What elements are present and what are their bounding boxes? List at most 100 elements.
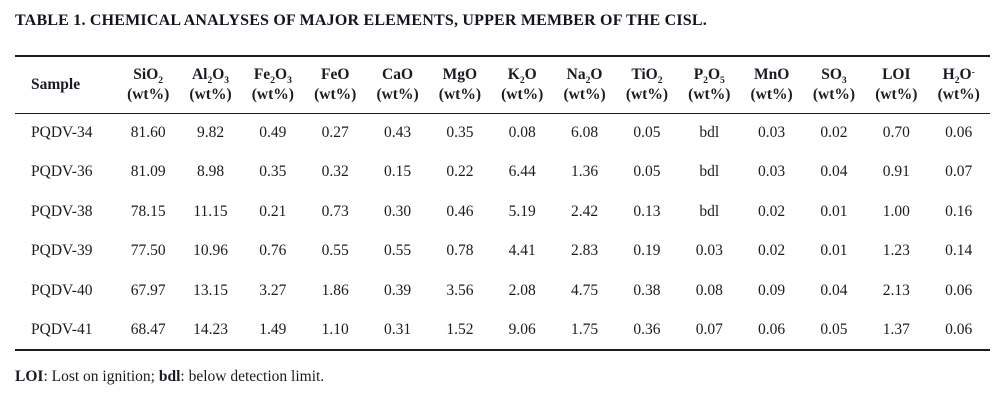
value-cell: 4.75 bbox=[571, 281, 599, 299]
table-row: PQDV-40 67.97 13.15 3.27 1.86 0.39 3.56 2.08 4.7… bbox=[15, 271, 990, 311]
table-row: PQDV-41 68.47 14.23 1.49 1.10 0.31 1.52 9.06 1.7… bbox=[15, 311, 990, 351]
value-cell: bdl bbox=[699, 202, 720, 220]
value-cell: 2.13 bbox=[882, 281, 910, 299]
value-cell: 9.82 bbox=[196, 124, 225, 141]
column-unit: (wt%) bbox=[438, 85, 481, 103]
value-cell: 2.42 bbox=[571, 202, 599, 220]
value-cell: bdl bbox=[699, 124, 720, 141]
value-cell: 1.37 bbox=[882, 320, 910, 338]
column-unit: (wt%) bbox=[875, 85, 918, 103]
column-formula: MnO bbox=[753, 66, 790, 84]
column-unit: (wt%) bbox=[937, 85, 980, 103]
table-row: PQDV-34 81.60 9.82 0.49 0.27 0.43 0.35 0.08 6.08… bbox=[15, 113, 990, 153]
value-cell: 0.05 bbox=[633, 124, 661, 141]
value-cell: bdl bbox=[699, 163, 720, 181]
value-cell: 0.21 bbox=[259, 202, 287, 220]
value-cell: 0.05 bbox=[633, 163, 661, 181]
value-cell: 0.06 bbox=[945, 281, 973, 299]
value-cell: 0.36 bbox=[633, 320, 661, 338]
value-cell: 0.03 bbox=[758, 163, 786, 181]
value-cell: 8.98 bbox=[196, 163, 225, 181]
footnote-bdl-definition: : below detection limit. bbox=[180, 368, 325, 385]
column-header-loi: LOI (wt%) bbox=[865, 56, 927, 113]
column-header-h2o: H2O- (wt%) bbox=[927, 56, 990, 113]
table-row: PQDV-38 78.15 11.15 0.21 0.73 0.30 0.46 5.19 2.4… bbox=[15, 192, 990, 232]
value-cell: 0.73 bbox=[321, 202, 349, 220]
column-header-mno: MnO (wt%) bbox=[740, 56, 802, 113]
footnote-loi-term: LOI bbox=[15, 368, 44, 385]
value-cell: 0.70 bbox=[882, 124, 910, 141]
table-row: PQDV-39 77.50 10.96 0.76 0.55 0.55 0.78 4.41 2.8… bbox=[15, 232, 990, 272]
column-header-fe2o3: Fe2O3 (wt%) bbox=[242, 56, 304, 113]
column-unit: (wt%) bbox=[127, 85, 170, 103]
column-header-sample: Sample bbox=[31, 76, 81, 94]
sample-cell: PQDV-38 bbox=[31, 202, 93, 220]
value-cell: 1.00 bbox=[882, 202, 910, 220]
value-cell: 0.08 bbox=[508, 124, 536, 141]
column-unit: (wt%) bbox=[688, 85, 731, 103]
column-unit: (wt%) bbox=[750, 85, 793, 103]
table-row: PQDV-36 81.09 8.98 0.35 0.32 0.15 0.22 6.44 1.36… bbox=[15, 153, 990, 193]
value-cell: 0.91 bbox=[882, 163, 910, 181]
value-cell: 0.19 bbox=[633, 242, 661, 260]
value-cell: 2.83 bbox=[571, 242, 599, 260]
value-cell: 0.09 bbox=[758, 281, 786, 299]
value-cell: 6.08 bbox=[571, 124, 599, 141]
table-footnote: LOI: Lost on ignition; bdl: below detect… bbox=[15, 368, 1005, 386]
value-cell: 81.09 bbox=[130, 163, 166, 181]
column-header-feo: FeO (wt%) bbox=[304, 56, 366, 113]
value-cell: 0.43 bbox=[383, 124, 412, 141]
value-cell: 0.49 bbox=[259, 124, 287, 141]
column-formula: Al2O3 bbox=[191, 66, 230, 86]
value-cell: 0.15 bbox=[383, 163, 412, 181]
value-cell: 0.55 bbox=[321, 242, 349, 260]
value-cell: 5.19 bbox=[508, 202, 536, 220]
value-cell: 3.56 bbox=[446, 281, 474, 299]
sample-cell: PQDV-34 bbox=[31, 124, 93, 141]
value-cell: 1.75 bbox=[571, 320, 599, 338]
value-cell: 0.35 bbox=[259, 163, 287, 181]
value-cell: 1.86 bbox=[321, 281, 349, 299]
column-header-tio2: TiO2 (wt%) bbox=[616, 56, 678, 113]
value-cell: 0.04 bbox=[820, 163, 848, 181]
value-cell: 0.22 bbox=[446, 163, 474, 181]
value-cell: 6.44 bbox=[508, 163, 536, 181]
value-cell: 68.47 bbox=[130, 320, 166, 338]
value-cell: 0.30 bbox=[383, 202, 412, 220]
value-cell: 0.01 bbox=[820, 202, 848, 220]
column-header-al2o3: Al2O3 (wt%) bbox=[179, 56, 241, 113]
value-cell: 0.27 bbox=[321, 124, 349, 141]
column-unit: (wt%) bbox=[812, 85, 856, 103]
value-cell: 0.38 bbox=[633, 281, 661, 299]
value-cell: 1.52 bbox=[446, 320, 474, 338]
column-header-p2o5: P2O5 (wt%) bbox=[678, 56, 740, 113]
sample-cell: PQDV-41 bbox=[31, 320, 93, 338]
table-body: PQDV-34 81.60 9.82 0.49 0.27 0.43 0.35 0.08 6.08… bbox=[15, 113, 990, 350]
value-cell: 14.23 bbox=[193, 320, 228, 338]
chemical-analyses-table: Sample SiO2 (wt%) Al2O3 (wt%) Fe2O3 (wt%) FeO(… bbox=[15, 55, 990, 351]
sample-cell: PQDV-40 bbox=[31, 281, 93, 299]
value-cell: 0.02 bbox=[758, 242, 786, 260]
value-cell: 2.08 bbox=[508, 281, 536, 299]
value-cell: 78.15 bbox=[130, 202, 166, 220]
column-formula: FeO bbox=[321, 66, 350, 84]
column-header-cao: CaO (wt%) bbox=[366, 56, 428, 113]
sample-cell: PQDV-36 bbox=[31, 163, 93, 181]
value-cell: 0.07 bbox=[695, 320, 723, 338]
footnote-loi-definition: : Lost on ignition; bbox=[43, 368, 159, 385]
value-cell: 1.36 bbox=[571, 163, 599, 181]
value-cell: 0.06 bbox=[945, 124, 973, 141]
value-cell: 77.50 bbox=[130, 242, 166, 260]
value-cell: 0.02 bbox=[820, 124, 848, 141]
value-cell: 11.15 bbox=[193, 202, 228, 220]
value-cell: 0.07 bbox=[945, 163, 973, 181]
value-cell: 0.32 bbox=[321, 163, 349, 181]
column-unit: (wt%) bbox=[314, 85, 357, 103]
value-cell: 0.06 bbox=[758, 320, 786, 338]
column-formula: MgO bbox=[442, 66, 478, 84]
value-cell: 4.41 bbox=[508, 242, 536, 260]
column-formula: Na2O bbox=[566, 66, 603, 86]
column-unit: (wt%) bbox=[625, 85, 669, 103]
column-header-so3: SO3 (wt%) bbox=[803, 56, 865, 113]
